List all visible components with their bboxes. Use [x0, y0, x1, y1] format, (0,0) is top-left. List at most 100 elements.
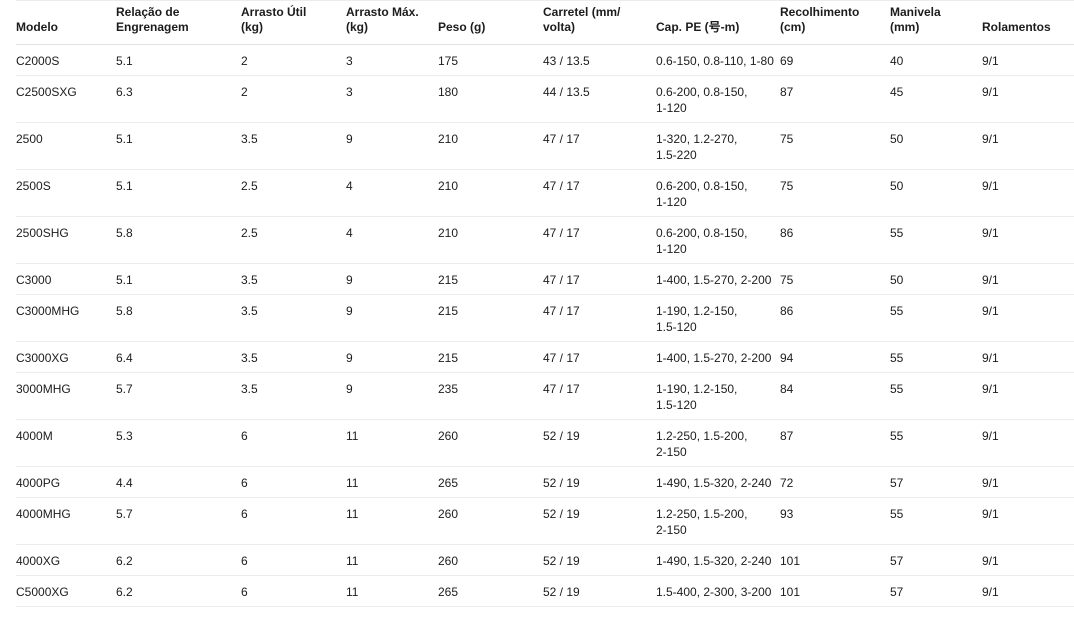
cell-recolhimento: 86	[780, 216, 890, 264]
cell-manivela: 55	[890, 372, 982, 420]
column-header-cap-pe: Cap. PE (号-m)	[656, 0, 780, 45]
cell-recolhimento: 101	[780, 575, 890, 607]
cell-arrasto-util: 6	[241, 419, 346, 467]
cell-cap-pe: 0.6-150, 0.8-110, 1-80	[656, 44, 780, 76]
cell-peso: 210	[438, 169, 543, 217]
cell-rolamentos: 9/1	[982, 419, 1074, 467]
cell-recolhimento: 86	[780, 294, 890, 342]
cell-manivela: 57	[890, 575, 982, 607]
cell-recolhimento: 75	[780, 169, 890, 217]
cell-relacao: 5.8	[116, 294, 241, 342]
cell-arrasto-max: 9	[346, 122, 438, 170]
cell-peso: 210	[438, 122, 543, 170]
cell-peso: 235	[438, 372, 543, 420]
cell-recolhimento: 84	[780, 372, 890, 420]
cell-modelo: C5000XG	[16, 575, 116, 607]
cell-relacao: 5.1	[116, 122, 241, 170]
cell-peso: 180	[438, 75, 543, 123]
cell-manivela: 50	[890, 263, 982, 295]
column-header-manivela: Manivela (mm)	[890, 0, 982, 45]
cell-rolamentos: 9/1	[982, 44, 1074, 76]
cell-modelo: C3000	[16, 263, 116, 295]
cell-carretel: 52 / 19	[543, 466, 656, 498]
cell-peso: 175	[438, 44, 543, 76]
cell-modelo: C3000MHG	[16, 294, 116, 342]
cell-arrasto-util: 3.5	[241, 263, 346, 295]
cell-peso: 215	[438, 263, 543, 295]
spec-table-head: Modelo Relação de Engrenagem Arrasto Úti…	[16, 0, 1074, 45]
table-row: C3000MHG 5.8 3.5 9 215 47 / 17 1-190, 1.…	[16, 294, 1074, 342]
cell-peso: 265	[438, 466, 543, 498]
cell-modelo: 3000MHG	[16, 372, 116, 420]
cell-modelo: 4000XG	[16, 544, 116, 576]
cell-arrasto-max: 3	[346, 44, 438, 76]
cell-relacao: 5.1	[116, 169, 241, 217]
cell-manivela: 50	[890, 122, 982, 170]
cell-carretel: 52 / 19	[543, 544, 656, 576]
cell-manivela: 55	[890, 341, 982, 373]
cell-rolamentos: 9/1	[982, 466, 1074, 498]
cell-arrasto-max: 9	[346, 263, 438, 295]
cell-cap-pe: 1-400, 1.5-270, 2-200	[656, 263, 780, 295]
cell-modelo: C2000S	[16, 44, 116, 76]
cell-cap-pe: 1-320, 1.2-270, 1.5-220	[656, 122, 780, 170]
cell-manivela: 55	[890, 216, 982, 264]
cell-arrasto-max: 11	[346, 497, 438, 545]
cell-carretel: 44 / 13.5	[543, 75, 656, 123]
cell-arrasto-util: 3.5	[241, 372, 346, 420]
cell-rolamentos: 9/1	[982, 216, 1074, 264]
column-header-arrasto-max: Arrasto Máx. (kg)	[346, 0, 438, 45]
cell-carretel: 52 / 19	[543, 419, 656, 467]
cell-peso: 210	[438, 216, 543, 264]
cell-recolhimento: 75	[780, 263, 890, 295]
cell-modelo: 4000PG	[16, 466, 116, 498]
cell-arrasto-util: 2	[241, 44, 346, 76]
cell-manivela: 50	[890, 169, 982, 217]
cell-modelo: 2500	[16, 122, 116, 170]
table-row: C3000XG 6.4 3.5 9 215 47 / 17 1-400, 1.5…	[16, 341, 1074, 373]
cell-modelo: C3000XG	[16, 341, 116, 373]
cell-carretel: 43 / 13.5	[543, 44, 656, 76]
cell-cap-pe: 1-400, 1.5-270, 2-200	[656, 341, 780, 373]
spec-table-body: C2000S 5.1 2 3 175 43 / 13.5 0.6-150, 0.…	[16, 44, 1074, 607]
column-header-peso: Peso (g)	[438, 0, 543, 45]
cell-modelo: 4000MHG	[16, 497, 116, 545]
cell-arrasto-util: 3.5	[241, 294, 346, 342]
cell-modelo: 2500SHG	[16, 216, 116, 264]
cell-carretel: 47 / 17	[543, 341, 656, 373]
column-header-modelo: Modelo	[16, 0, 116, 45]
table-row: C2000S 5.1 2 3 175 43 / 13.5 0.6-150, 0.…	[16, 44, 1074, 76]
cell-manivela: 55	[890, 419, 982, 467]
table-row: C2500SXG 6.3 2 3 180 44 / 13.5 0.6-200, …	[16, 75, 1074, 123]
cell-carretel: 52 / 19	[543, 497, 656, 545]
cell-rolamentos: 9/1	[982, 75, 1074, 123]
cell-recolhimento: 94	[780, 341, 890, 373]
cell-cap-pe: 0.6-200, 0.8-150, 1-120	[656, 216, 780, 264]
cell-recolhimento: 101	[780, 544, 890, 576]
cell-manivela: 45	[890, 75, 982, 123]
cell-cap-pe: 0.6-200, 0.8-150, 1-120	[656, 169, 780, 217]
cell-relacao: 6.2	[116, 544, 241, 576]
cell-peso: 215	[438, 341, 543, 373]
cell-cap-pe: 0.6-200, 0.8-150, 1-120	[656, 75, 780, 123]
cell-peso: 260	[438, 419, 543, 467]
cell-arrasto-util: 3.5	[241, 122, 346, 170]
cell-relacao: 5.7	[116, 372, 241, 420]
spec-table-container: Modelo Relação de Engrenagem Arrasto Úti…	[16, 0, 1074, 607]
cell-recolhimento: 87	[780, 419, 890, 467]
cell-rolamentos: 9/1	[982, 497, 1074, 545]
cell-rolamentos: 9/1	[982, 294, 1074, 342]
column-header-recolhimento: Recolhimento (cm)	[780, 0, 890, 45]
cell-arrasto-util: 2.5	[241, 216, 346, 264]
cell-arrasto-util: 2.5	[241, 169, 346, 217]
cell-rolamentos: 9/1	[982, 263, 1074, 295]
cell-peso: 215	[438, 294, 543, 342]
cell-relacao: 6.3	[116, 75, 241, 123]
cell-rolamentos: 9/1	[982, 544, 1074, 576]
cell-peso: 260	[438, 497, 543, 545]
cell-rolamentos: 9/1	[982, 169, 1074, 217]
table-row: C5000XG 6.2 6 11 265 52 / 19 1.5-400, 2-…	[16, 575, 1074, 607]
cell-arrasto-max: 9	[346, 341, 438, 373]
cell-manivela: 40	[890, 44, 982, 76]
table-row: 3000MHG 5.7 3.5 9 235 47 / 17 1-190, 1.2…	[16, 372, 1074, 420]
